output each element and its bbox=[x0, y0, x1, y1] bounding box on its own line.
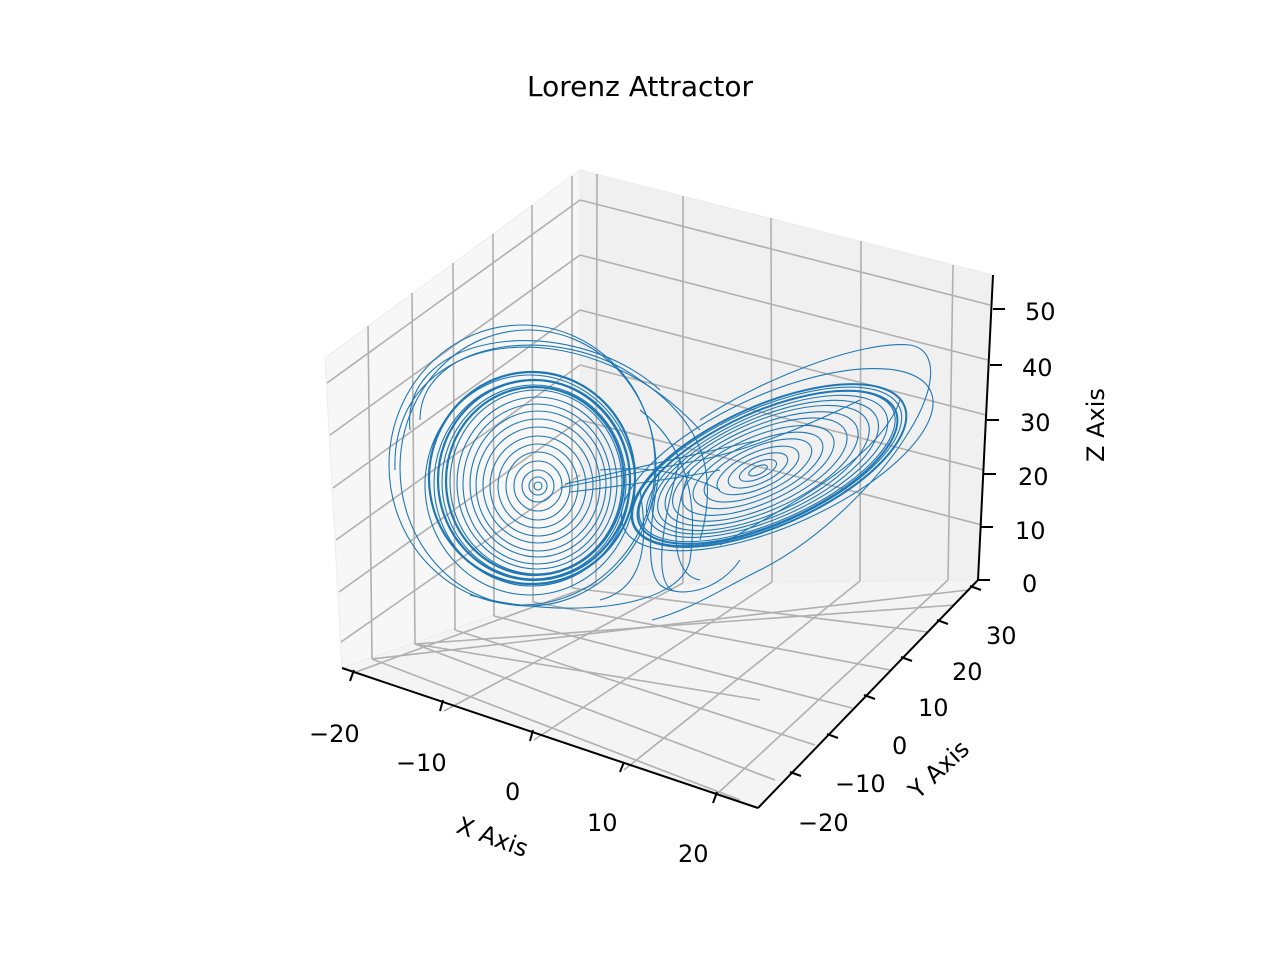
x-tick-label: 0 bbox=[505, 778, 520, 806]
axis-lines bbox=[341, 274, 994, 809]
z-axis-label: Z Axis bbox=[1082, 388, 1110, 462]
y-tick-label: 0 bbox=[892, 732, 907, 760]
z-tick-label: 20 bbox=[1018, 463, 1049, 491]
z-tick-label: 50 bbox=[1025, 298, 1056, 326]
y-tick-label: −10 bbox=[835, 770, 886, 798]
y-tick-label: 10 bbox=[918, 694, 949, 722]
z-tick-label: 0 bbox=[1022, 570, 1037, 598]
x-tick-label: 20 bbox=[678, 840, 709, 868]
x-tick-label: −10 bbox=[396, 749, 447, 777]
y-tick-label: −20 bbox=[798, 809, 849, 837]
y-axis-label: Y Axis bbox=[902, 735, 975, 805]
lorenz-trajectory bbox=[388, 324, 934, 621]
z-tick-label: 10 bbox=[1015, 517, 1046, 545]
z-tick-label: 30 bbox=[1020, 409, 1051, 437]
y-tick-label: 30 bbox=[986, 622, 1017, 650]
x-tick-label: −20 bbox=[309, 720, 360, 748]
x-tick-label: 10 bbox=[587, 809, 618, 837]
x-axis-label: X Axis bbox=[453, 811, 532, 863]
y-tick-label: 20 bbox=[952, 658, 983, 686]
z-tick-label: 40 bbox=[1022, 354, 1053, 382]
x-axis-ticks bbox=[349, 669, 718, 804]
chart-title: Lorenz Attractor bbox=[526, 70, 753, 103]
y-axis-ticks bbox=[789, 585, 982, 777]
z-axis-ticks bbox=[978, 308, 1005, 581]
